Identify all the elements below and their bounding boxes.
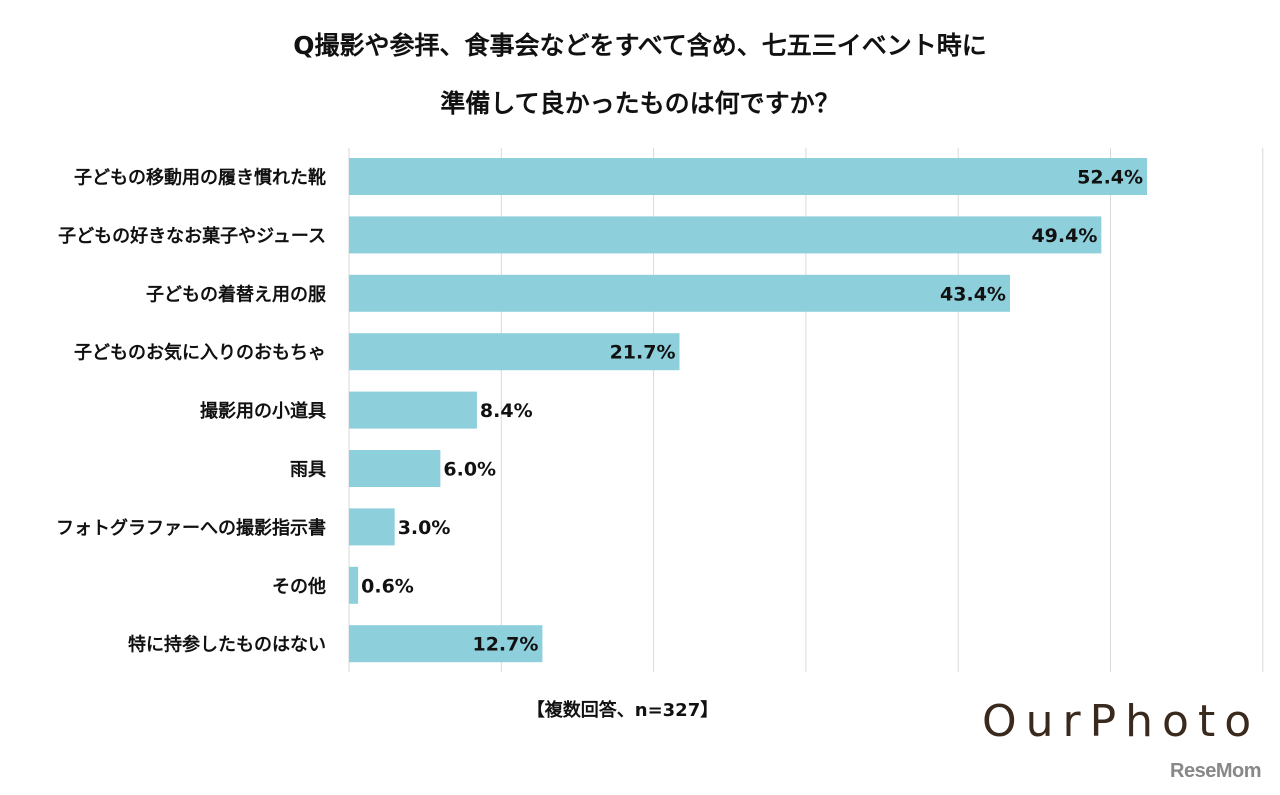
data-label: 3.0% [398, 517, 451, 539]
data-label: 8.4% [480, 400, 533, 422]
category-label: 雨具 [290, 460, 326, 481]
bar [349, 158, 1148, 195]
bar [349, 333, 680, 371]
bar [349, 274, 1010, 312]
resemom-watermark: ReseMom [1170, 760, 1261, 782]
data-label: 0.6% [361, 575, 414, 597]
bar [349, 566, 359, 604]
bar [349, 508, 395, 546]
category-label: 特に持参したものはない [128, 634, 326, 656]
bar [349, 625, 543, 663]
data-label: 52.4% [1077, 167, 1143, 189]
bar [349, 391, 477, 429]
category-label: 子どもの着替え用の服 [146, 283, 327, 305]
data-label: 49.4% [1031, 225, 1097, 247]
bar [349, 450, 441, 487]
category-label: 子どもの好きなお菓子やジュース [58, 225, 326, 247]
chart-title-line-2: 準備して良かったものは何ですか？ [440, 89, 840, 118]
category-label: フォトグラファーへの撮影指示書 [56, 517, 326, 539]
category-label: 子どものお気に入りのおもちゃ [74, 342, 326, 364]
data-label: 6.0% [443, 459, 496, 481]
category-label: 子どもの移動用の履き慣れた靴 [74, 167, 326, 189]
bar [349, 216, 1102, 254]
chart-title-line-1: Q撮影や参拝、食事会などをすべて含め、七五三イベント時に [293, 31, 987, 60]
ourphoto-logo: OurPhoto [982, 696, 1261, 747]
category-label: その他 [272, 575, 326, 597]
data-label: 21.7% [610, 342, 676, 364]
data-label: 12.7% [472, 634, 538, 656]
sample-note: 【複数回答、n=327】 [526, 700, 719, 721]
category-label: 撮影用の小道具 [200, 400, 326, 422]
data-label: 43.4% [940, 283, 1006, 305]
